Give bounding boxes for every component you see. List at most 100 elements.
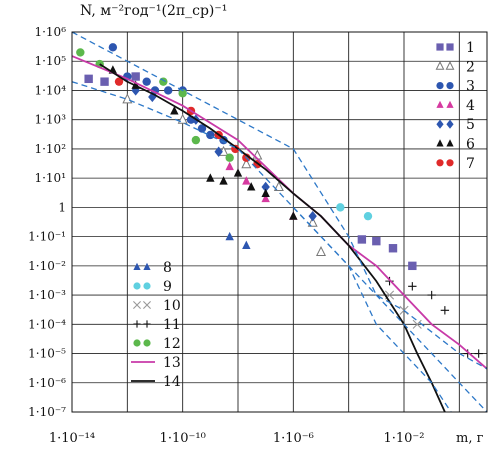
legend-label: 13	[163, 355, 181, 371]
legend-label: 2	[466, 59, 475, 75]
data-point	[273, 181, 284, 192]
legend-swatch	[436, 43, 444, 51]
legend-label: 6	[466, 137, 475, 153]
data-point	[225, 231, 234, 241]
data-point	[114, 77, 124, 86]
legend-label: 4	[466, 98, 475, 114]
data-point	[233, 168, 243, 177]
data-point	[131, 72, 140, 81]
y-tick-label: 1·10⁻⁵	[28, 347, 66, 361]
data-point	[206, 173, 215, 182]
band-line	[71, 31, 488, 370]
data-point	[372, 236, 381, 246]
y-tick-label: 1·10⁴	[34, 83, 66, 97]
legend-label: 12	[163, 336, 181, 352]
legend-item-11: 11	[133, 317, 181, 333]
data-point	[261, 188, 270, 198]
data-point	[388, 244, 398, 253]
legend-item-3: 3	[436, 79, 475, 95]
data-point	[241, 158, 252, 169]
data-point	[219, 176, 228, 185]
band-line	[292, 206, 452, 413]
x-tick-label: 1·10⁻¹⁰	[160, 431, 206, 446]
legend-item-14: 14	[131, 374, 181, 390]
data-point	[76, 48, 85, 57]
series-5	[131, 85, 317, 222]
legend-swatch	[446, 159, 454, 167]
series-11	[385, 276, 483, 358]
data-point	[440, 306, 450, 315]
x-axis-title: m, г	[456, 431, 484, 446]
data-point	[247, 182, 256, 191]
data-point	[170, 106, 179, 115]
legend-label: 7	[466, 156, 475, 172]
data-point	[225, 153, 234, 162]
legend-label: 14	[163, 374, 181, 390]
legend-swatch	[436, 100, 444, 108]
data-point	[164, 86, 173, 95]
data-point	[191, 135, 201, 145]
series-band-16	[292, 206, 452, 413]
legend-item-1: 1	[436, 40, 475, 56]
legend-swatch	[133, 301, 141, 309]
series-9	[336, 203, 373, 221]
data-point	[474, 349, 483, 358]
data-point	[408, 282, 417, 291]
legend-swatch	[435, 60, 445, 70]
legend-swatch	[133, 320, 141, 328]
y-tick-label: 1·10⁻¹	[28, 230, 66, 244]
data-point	[363, 211, 373, 221]
legend-item-13: 13	[131, 355, 181, 371]
legend-item-7: 7	[436, 156, 475, 172]
x-tick-label: 1·10⁻²	[383, 431, 424, 446]
legend-label: 5	[466, 117, 475, 133]
x-tick-label: 1·10⁻¹⁴	[49, 431, 95, 446]
data-point	[412, 319, 422, 329]
legend-swatch	[446, 43, 454, 51]
y-tick-label: 1·10⁻³	[28, 288, 66, 302]
series-layer	[71, 31, 488, 413]
legend-item-8: 8	[133, 260, 172, 276]
series-14	[99, 63, 446, 413]
data-point	[142, 77, 151, 86]
data-point	[225, 161, 234, 171]
data-point	[214, 146, 223, 157]
legend-label: 8	[163, 260, 172, 276]
y-tick-label: 1·10³	[34, 113, 66, 127]
plot-area	[72, 32, 487, 412]
y-tick-label: 1·10⁶	[34, 25, 66, 39]
data-point	[289, 211, 298, 220]
legend-item-6: 6	[436, 137, 475, 153]
legend-swatch	[143, 301, 151, 309]
data-point	[242, 176, 251, 185]
y-tick-label: 1·10²	[34, 142, 66, 156]
data-point	[315, 245, 327, 256]
data-point	[84, 74, 93, 84]
legend-label: 1	[466, 40, 475, 56]
data-point	[385, 276, 394, 286]
y-tick-label: 1·10¹	[34, 171, 66, 185]
legend-swatch	[143, 262, 151, 270]
legend-swatch	[436, 139, 444, 147]
legend-label: 3	[466, 79, 475, 95]
legend-swatch	[446, 82, 454, 90]
legend-swatch	[436, 82, 444, 90]
legend-label: 10	[163, 298, 181, 314]
legend-label: 9	[163, 279, 172, 295]
legend-swatch	[143, 339, 151, 347]
legend-swatch	[446, 139, 454, 147]
y-tick-label: 1·10⁻²	[28, 259, 66, 273]
data-point	[178, 89, 187, 98]
legend-item-4: 4	[436, 98, 475, 114]
data-point	[336, 203, 345, 212]
legend-swatch	[143, 282, 151, 290]
legend-swatch	[143, 320, 151, 328]
legend-item-12: 12	[133, 336, 181, 352]
y-tick-label: 1·10⁻⁷	[28, 405, 66, 419]
y-tick-label: 1	[58, 200, 66, 214]
data-point	[261, 193, 270, 203]
legend-swatch	[436, 119, 444, 129]
series-8	[225, 231, 251, 250]
legend-label: 11	[163, 317, 181, 333]
plot-frame	[71, 31, 488, 413]
